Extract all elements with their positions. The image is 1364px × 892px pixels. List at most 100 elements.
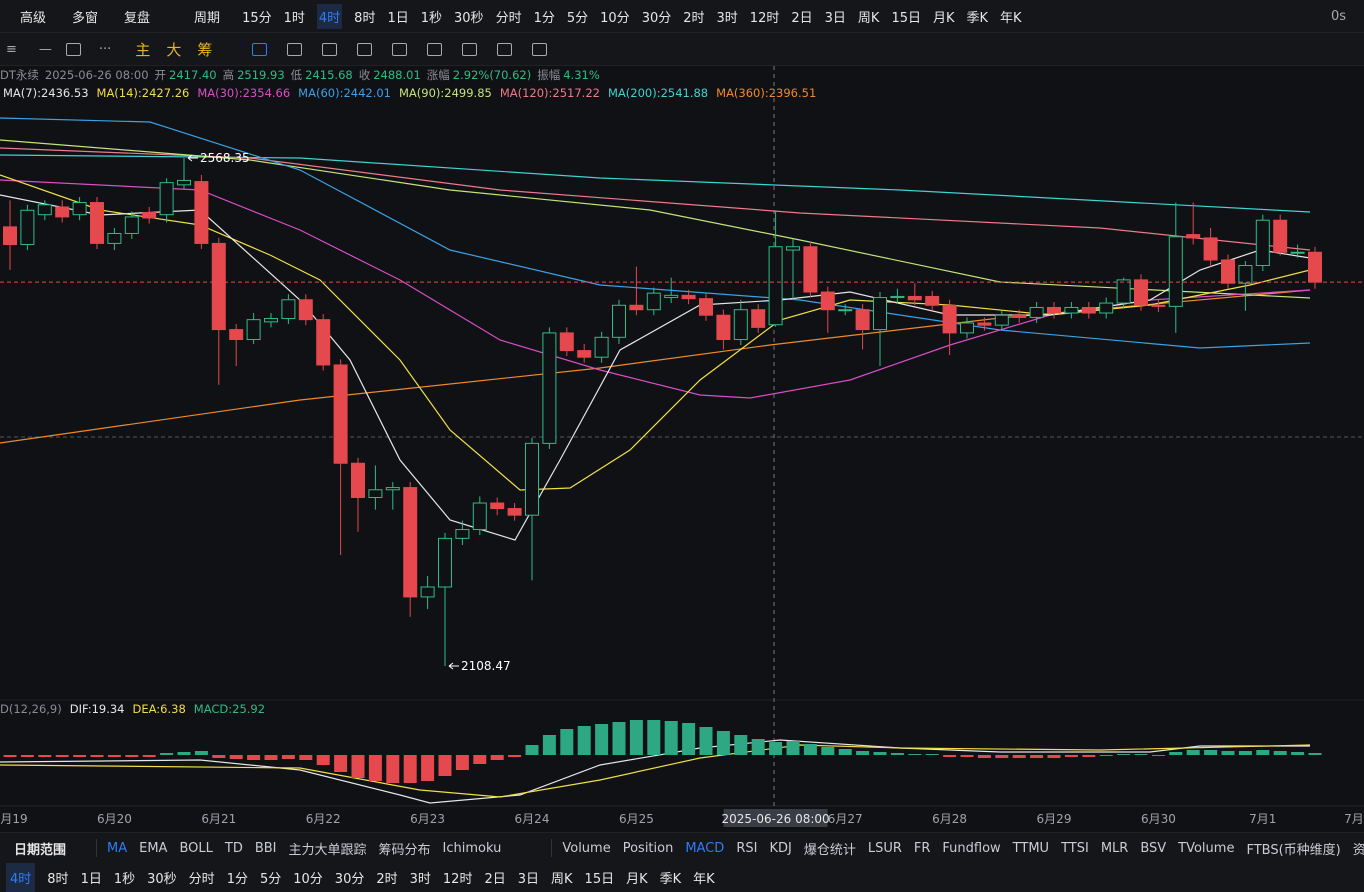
interval[interactable]: 8时 <box>354 10 376 26</box>
sub-indicator[interactable]: FR <box>913 840 931 856</box>
rect-icon[interactable] <box>65 42 81 56</box>
interval[interactable]: 3时 <box>409 871 431 887</box>
tool-icon[interactable] <box>287 42 303 56</box>
interval[interactable]: 8时 <box>47 871 69 887</box>
interval[interactable]: 1日 <box>80 871 102 887</box>
main-indicator[interactable]: 筹码分布 <box>378 842 431 858</box>
interval[interactable]: 3日 <box>824 10 846 26</box>
interval[interactable]: 年K <box>1000 10 1022 26</box>
period-menu[interactable]: 周期 <box>194 10 221 26</box>
interval[interactable]: 分时 <box>188 871 215 887</box>
interval[interactable]: 2时 <box>683 10 705 26</box>
interval[interactable]: 1分 <box>533 10 555 26</box>
sub-indicator[interactable]: KDJ <box>769 840 792 856</box>
interval[interactable]: 30分 <box>641 10 672 26</box>
sub-indicator[interactable]: TVolume <box>1178 840 1235 856</box>
sub-indicator[interactable]: TTSI <box>1061 840 1089 856</box>
sub-indicator[interactable]: RSI <box>736 840 758 856</box>
interval[interactable]: 5分 <box>259 871 282 887</box>
sub-indicator[interactable]: Fundflow <box>942 840 1001 856</box>
menu-item[interactable]: 复盘 <box>124 10 151 26</box>
interval[interactable]: 15日 <box>584 871 615 887</box>
tool[interactable]: 大 <box>166 40 182 59</box>
sub-indicator[interactable]: 爆仓统计 <box>803 842 856 858</box>
date-range[interactable]: 日期范围 <box>14 842 67 858</box>
main-indicator[interactable]: BOLL <box>179 840 213 856</box>
interval[interactable]: 10分 <box>293 871 323 887</box>
interval[interactable]: 15分 <box>242 10 272 26</box>
interval[interactable]: 12时 <box>749 10 780 26</box>
tool[interactable]: 主 <box>135 40 151 59</box>
interval[interactable]: 3日 <box>517 871 540 887</box>
menu-item[interactable]: 多窗 <box>72 10 99 26</box>
interval[interactable]: 30秒 <box>147 871 177 887</box>
tool-icon[interactable] <box>497 42 513 56</box>
interval[interactable]: 月K <box>626 871 648 887</box>
interval[interactable]: 15日 <box>891 10 921 26</box>
interval[interactable]: 分时 <box>495 10 522 26</box>
main-indicator[interactable]: EMA <box>139 840 168 856</box>
interval[interactable]: 1秒 <box>420 10 443 26</box>
menu-icon[interactable]: ≡ <box>6 41 17 57</box>
interval[interactable]: 5分 <box>566 10 589 26</box>
sub-indicator[interactable]: Volume <box>562 840 611 856</box>
x-tick-label: 6月30 <box>1141 812 1176 826</box>
interval[interactable]: 1秒 <box>113 871 136 887</box>
interval[interactable]: 4时 <box>316 3 343 29</box>
main-indicator[interactable]: MA <box>107 840 128 856</box>
interval[interactable]: 3时 <box>716 10 738 26</box>
interval[interactable]: 季K <box>659 871 682 887</box>
tool-icon[interactable] <box>392 42 408 56</box>
interval[interactable]: 1时 <box>283 10 305 26</box>
candle-body <box>960 322 974 334</box>
candle-body <box>890 295 905 299</box>
interval[interactable]: 30秒 <box>454 10 484 26</box>
interval[interactable]: 月K <box>932 10 955 26</box>
interval[interactable]: 年K <box>693 871 715 887</box>
x-tick-label: 2025-06-26 08:00 <box>722 812 830 826</box>
macd-bar <box>1030 755 1044 758</box>
sub-indicator[interactable]: Position <box>622 840 674 856</box>
line-icon[interactable]: — <box>38 41 52 57</box>
interval[interactable]: 10分 <box>600 10 630 26</box>
sub-indicator[interactable]: TTMU <box>1012 840 1050 856</box>
sub-indicator[interactable]: MLR <box>1100 840 1129 856</box>
tool-icon[interactable] <box>427 42 443 56</box>
candle-body <box>612 304 626 338</box>
macd-bar <box>821 747 835 755</box>
main-indicator[interactable]: 主力大单跟踪 <box>288 842 367 858</box>
interval[interactable]: 1日 <box>387 10 409 26</box>
sub-indicator[interactable]: 资 <box>1353 839 1364 858</box>
interval[interactable]: 2日 <box>791 10 813 26</box>
tool[interactable]: 筹 <box>197 40 213 59</box>
tool-icon[interactable] <box>322 42 338 56</box>
sub-indicator[interactable]: BSV <box>1140 840 1167 856</box>
sub-indicator[interactable]: LSUR <box>867 840 902 856</box>
interval[interactable]: 季K <box>966 10 989 26</box>
sub-indicator[interactable]: MACD <box>685 840 725 856</box>
macd-legend-item: MACD:25.92 <box>193 702 266 716</box>
dea-line <box>0 744 1311 798</box>
interval[interactable]: 30分 <box>334 871 365 887</box>
menu-item[interactable]: 高级 <box>20 10 47 26</box>
interval[interactable]: 2时 <box>376 871 398 887</box>
candle-body <box>507 508 522 516</box>
tool-icon[interactable] <box>462 42 478 56</box>
tool-icon[interactable] <box>532 42 548 56</box>
main-indicator[interactable]: Ichimoku <box>442 840 502 856</box>
sub-indicator[interactable]: FTBS(币种维度) <box>1246 842 1341 858</box>
tool-icon[interactable] <box>252 42 268 56</box>
tool-icon[interactable] <box>357 42 373 56</box>
main-indicator[interactable]: TD <box>224 840 243 856</box>
interval[interactable]: 周K <box>857 10 880 26</box>
interval[interactable]: 2日 <box>484 871 506 887</box>
interval[interactable]: 1分 <box>226 871 248 887</box>
interval[interactable]: 周K <box>551 871 573 887</box>
more-icon[interactable]: ··· <box>98 41 112 57</box>
arrow <box>187 154 198 162</box>
candle-body <box>438 537 452 588</box>
interval[interactable]: 4时 <box>6 862 36 892</box>
interval[interactable]: 12时 <box>442 871 473 887</box>
main-indicator[interactable]: BBI <box>254 840 277 856</box>
